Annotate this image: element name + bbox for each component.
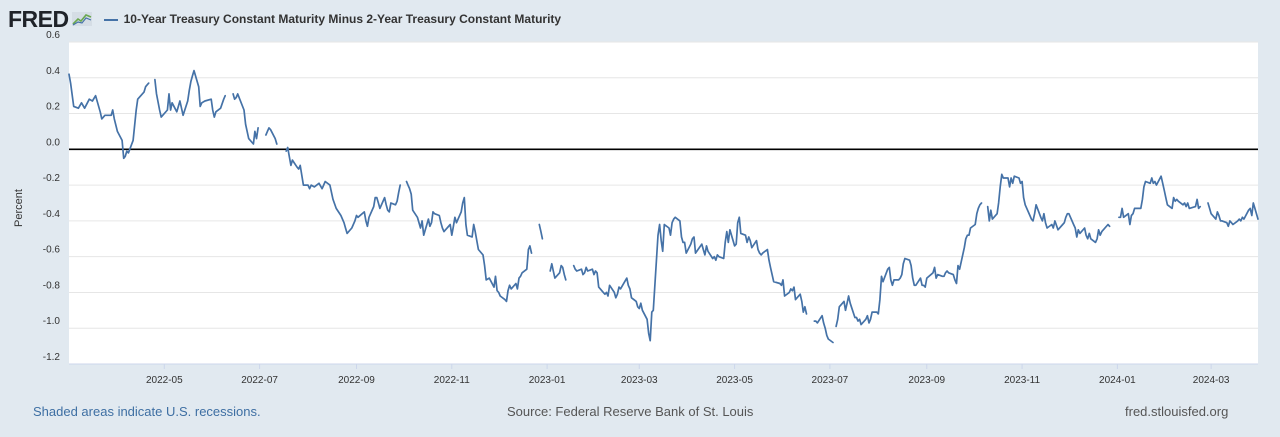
series-line[interactable] xyxy=(1118,175,1202,226)
x-tick-label: 2024-01 xyxy=(1099,375,1136,386)
recession-note-link[interactable]: Shaded areas indicate U.S. recessions. xyxy=(33,404,261,419)
fred-chart-icon xyxy=(71,12,92,26)
x-tick-label: 2023-07 xyxy=(812,375,849,386)
y-tick-label: -1.0 xyxy=(43,316,61,327)
series-line[interactable] xyxy=(835,202,983,328)
y-tick-label: -0.6 xyxy=(43,245,61,256)
y-tick-label: 0.6 xyxy=(46,30,60,41)
chart-header: FRED 10-Year Treasury Constant Maturity … xyxy=(8,6,561,32)
legend-series-label[interactable]: 10-Year Treasury Constant Maturity Minus… xyxy=(123,12,562,26)
series-line[interactable] xyxy=(813,314,834,344)
legend-swatch xyxy=(103,18,118,21)
x-tick-label: 2022-05 xyxy=(146,375,183,386)
series-line[interactable] xyxy=(265,127,278,145)
fred-logo[interactable]: FRED xyxy=(8,5,69,32)
x-tick-label: 2024-03 xyxy=(1193,375,1230,386)
y-tick-label: 0.2 xyxy=(46,102,60,113)
series-line[interactable] xyxy=(572,216,808,342)
site-link[interactable]: fred.stlouisfed.org xyxy=(1125,404,1229,419)
x-tick-label: 2023-09 xyxy=(908,375,945,386)
series-line[interactable] xyxy=(1207,202,1259,228)
x-axis: 2022-05 2022-07 2022-09 2022-11 2023-01 2023-… xyxy=(69,363,1258,386)
x-tick-label: 2022-09 xyxy=(338,375,375,386)
series-line[interactable] xyxy=(154,69,227,118)
x-tick-label: 2023-01 xyxy=(529,375,566,386)
y-tick-label: -1.2 xyxy=(43,352,61,363)
y-tick-label: -0.4 xyxy=(43,209,61,220)
series-line[interactable] xyxy=(68,73,150,160)
series-line[interactable] xyxy=(405,180,533,303)
y-tick-label: 0.4 xyxy=(46,66,60,77)
x-tick-label: 2023-05 xyxy=(716,375,753,386)
series-line[interactable] xyxy=(232,93,259,145)
y-axis: 0.6 0.4 0.2 0.0 -0.2 -0.4 -0.6 -0.8 -1.0 -1.2 xyxy=(43,30,61,363)
x-tick-label: 2022-11 xyxy=(434,375,470,386)
x-tick-label: 2023-11 xyxy=(1004,375,1040,386)
y-tick-label: 0.0 xyxy=(46,137,60,148)
series-line[interactable] xyxy=(285,146,402,235)
series-line[interactable] xyxy=(986,173,1111,244)
source-note: Source: Federal Reserve Bank of St. Loui… xyxy=(507,404,754,419)
y-tick-label: -0.2 xyxy=(43,173,61,184)
y-axis-label: Percent xyxy=(13,189,25,227)
plot-background xyxy=(69,42,1258,364)
y-tick-label: -0.8 xyxy=(43,280,61,291)
series-line[interactable] xyxy=(549,262,567,281)
series-line[interactable] xyxy=(538,223,544,240)
x-tick-label: 2023-03 xyxy=(621,375,658,386)
x-tick-label: 2022-07 xyxy=(241,375,278,386)
